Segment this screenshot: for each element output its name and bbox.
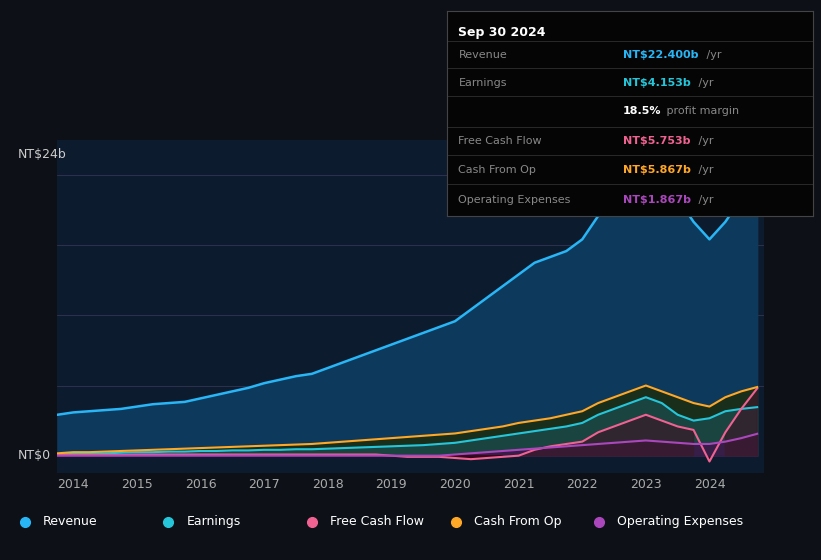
Text: /yr: /yr — [695, 78, 713, 88]
Text: Sep 30 2024: Sep 30 2024 — [458, 26, 546, 39]
Text: NT$1.867b: NT$1.867b — [623, 195, 690, 204]
Text: /yr: /yr — [695, 195, 713, 204]
Text: Earnings: Earnings — [458, 78, 507, 88]
Text: Earnings: Earnings — [186, 515, 241, 528]
Text: 18.5%: 18.5% — [623, 106, 661, 116]
Text: Operating Expenses: Operating Expenses — [458, 195, 571, 204]
Text: NT$22.400b: NT$22.400b — [623, 50, 699, 60]
Text: /yr: /yr — [703, 50, 722, 60]
Text: NT$0: NT$0 — [18, 449, 51, 462]
Text: NT$24b: NT$24b — [18, 148, 67, 161]
Text: Free Cash Flow: Free Cash Flow — [458, 136, 542, 146]
Text: Revenue: Revenue — [43, 515, 98, 528]
Text: profit margin: profit margin — [663, 106, 739, 116]
Text: Cash From Op: Cash From Op — [474, 515, 562, 528]
Text: /yr: /yr — [695, 136, 713, 146]
Text: NT$5.753b: NT$5.753b — [623, 136, 690, 146]
Text: Revenue: Revenue — [458, 50, 507, 60]
Text: Cash From Op: Cash From Op — [458, 165, 536, 175]
Text: /yr: /yr — [695, 165, 713, 175]
Text: NT$5.867b: NT$5.867b — [623, 165, 690, 175]
Text: Operating Expenses: Operating Expenses — [617, 515, 744, 528]
Text: Free Cash Flow: Free Cash Flow — [330, 515, 424, 528]
Text: NT$4.153b: NT$4.153b — [623, 78, 690, 88]
